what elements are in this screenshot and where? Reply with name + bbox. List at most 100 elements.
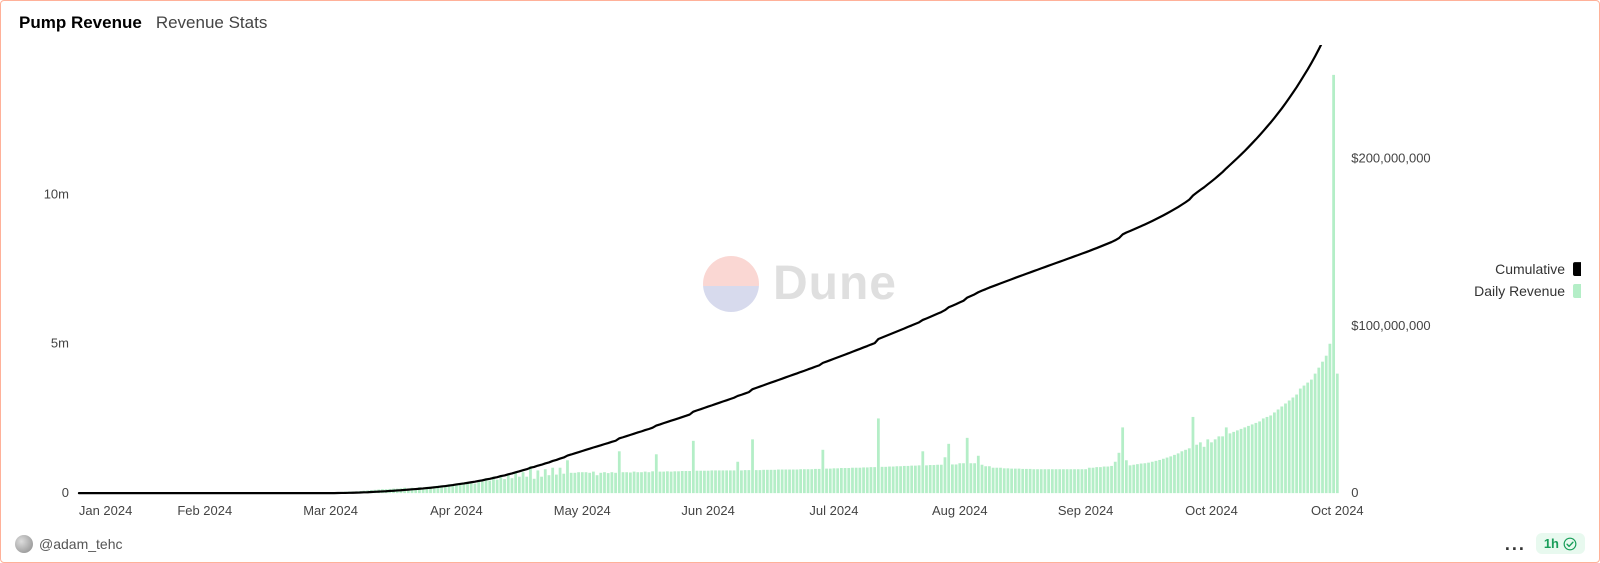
daily-revenue-bar — [1240, 429, 1243, 493]
daily-revenue-bar — [951, 464, 954, 493]
daily-revenue-bar — [907, 466, 910, 493]
daily-revenue-bar — [1203, 447, 1206, 493]
daily-revenue-bar — [551, 468, 554, 493]
daily-revenue-bar — [788, 470, 791, 494]
daily-revenue-bar — [955, 464, 958, 493]
daily-revenue-bar — [833, 468, 836, 493]
daily-revenue-bar — [799, 469, 802, 493]
daily-revenue-bar — [821, 450, 824, 493]
daily-revenue-bar — [921, 451, 924, 493]
daily-revenue-bar — [681, 471, 684, 493]
more-menu-button[interactable]: ... — [1505, 539, 1526, 549]
daily-revenue-bar — [866, 467, 869, 493]
daily-revenue-bar — [1125, 460, 1128, 493]
daily-revenue-bar — [888, 467, 891, 494]
daily-revenue-bar — [1140, 464, 1143, 494]
daily-revenue-bar — [1306, 383, 1309, 494]
daily-revenue-bar — [1206, 439, 1209, 493]
daily-revenue-bar — [1136, 464, 1139, 493]
daily-revenue-bar — [1147, 463, 1150, 493]
legend-daily-swatch — [1573, 284, 1581, 298]
daily-revenue-bar — [622, 472, 625, 493]
daily-revenue-bar — [1325, 356, 1328, 493]
daily-revenue-bar — [1225, 427, 1228, 493]
daily-revenue-bar — [958, 463, 961, 493]
daily-revenue-bar — [903, 466, 906, 493]
daily-revenue-bar — [770, 470, 773, 493]
daily-revenue-bar — [1099, 467, 1102, 493]
x-tick: Apr 2024 — [430, 503, 483, 518]
daily-revenue-bar — [629, 473, 632, 494]
daily-revenue-bar — [1317, 368, 1320, 493]
daily-revenue-bar — [585, 472, 588, 493]
daily-revenue-bar — [1069, 469, 1072, 493]
daily-revenue-bar — [1143, 463, 1146, 493]
daily-revenue-bar — [648, 472, 651, 493]
daily-revenue-bar — [655, 454, 658, 493]
daily-revenue-bar — [1214, 439, 1217, 493]
daily-revenue-bar — [873, 467, 876, 493]
daily-revenue-bar — [699, 471, 702, 493]
daily-revenue-bar — [1018, 469, 1021, 493]
daily-revenue-bar — [973, 463, 976, 493]
author[interactable]: @adam_tehc — [15, 535, 122, 553]
legend-daily-label: Daily Revenue — [1474, 283, 1565, 299]
daily-revenue-bar — [1036, 469, 1039, 493]
daily-revenue-bar — [514, 472, 517, 493]
y-right-tick: 0 — [1351, 485, 1358, 500]
daily-revenue-bar — [507, 474, 510, 493]
daily-revenue-bar — [562, 474, 565, 493]
chart-area: Dune 05m10m0$100,000,000$200,000,000Jan … — [19, 45, 1581, 522]
author-handle: @adam_tehc — [39, 536, 122, 552]
daily-revenue-bar — [1092, 468, 1095, 493]
x-tick: Sep 2024 — [1058, 503, 1114, 518]
daily-revenue-bar — [1299, 389, 1302, 494]
daily-revenue-bar — [733, 470, 736, 493]
daily-revenue-bar — [740, 470, 743, 493]
daily-revenue-bar — [936, 465, 939, 493]
daily-revenue-bar — [729, 470, 732, 493]
daily-revenue-bar — [1044, 469, 1047, 493]
daily-revenue-bar — [947, 444, 950, 493]
daily-revenue-bar — [677, 471, 680, 493]
daily-revenue-bar — [459, 484, 462, 493]
daily-revenue-bar — [696, 471, 699, 493]
daily-revenue-bar — [618, 451, 621, 493]
daily-revenue-bar — [1254, 423, 1257, 493]
daily-revenue-bar — [855, 468, 858, 493]
daily-revenue-bar — [466, 483, 469, 493]
daily-revenue-bar — [877, 418, 880, 493]
daily-revenue-bar — [862, 467, 865, 493]
daily-revenue-bar — [714, 470, 717, 493]
daily-revenue-bar — [1095, 467, 1098, 493]
daily-revenue-bar — [807, 469, 810, 493]
daily-revenue-bar — [607, 473, 610, 493]
daily-revenue-bar — [881, 467, 884, 493]
daily-revenue-bar — [781, 470, 784, 494]
daily-revenue-bar — [1295, 395, 1298, 494]
chart-title: Pump Revenue — [19, 13, 142, 33]
daily-revenue-bar — [977, 456, 980, 493]
daily-revenue-bar — [925, 465, 928, 493]
daily-revenue-bar — [1262, 418, 1265, 493]
daily-revenue-bar — [829, 469, 832, 493]
daily-revenue-bar — [1314, 374, 1317, 493]
daily-revenue-bar — [851, 468, 854, 493]
daily-revenue-bar — [1258, 421, 1261, 493]
x-tick: Oct 2024 — [1311, 503, 1364, 518]
x-tick: Oct 2024 — [1185, 503, 1238, 518]
cumulative-line — [79, 45, 1337, 493]
daily-revenue-bar — [1077, 469, 1080, 493]
daily-revenue-bar — [536, 470, 539, 493]
daily-revenue-bar — [840, 468, 843, 493]
daily-revenue-bar — [1188, 448, 1191, 493]
daily-revenue-bar — [777, 470, 780, 494]
daily-revenue-bar — [1236, 430, 1239, 493]
daily-revenue-bar — [673, 471, 676, 493]
refresh-badge[interactable]: 1h — [1536, 533, 1585, 554]
daily-revenue-bar — [1014, 469, 1017, 493]
daily-revenue-bar — [818, 469, 821, 493]
daily-revenue-bar — [1288, 401, 1291, 494]
daily-revenue-bar — [496, 480, 499, 493]
x-tick: Feb 2024 — [177, 503, 232, 518]
